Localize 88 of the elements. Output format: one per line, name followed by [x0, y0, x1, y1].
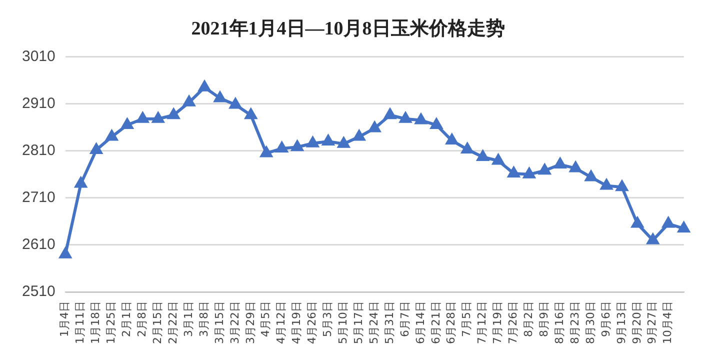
point	[306, 136, 319, 148]
y-tick-label: 2610	[22, 236, 56, 254]
y-tick-label: 2510	[22, 283, 56, 300]
point	[183, 96, 195, 106]
x-tick-label: 1月4日	[58, 301, 72, 338]
x-tick-label: 8月30日	[584, 301, 597, 344]
x-tick-label: 4月12日	[274, 301, 288, 344]
x-tick-label: 8月9日	[538, 301, 551, 338]
point	[338, 137, 350, 148]
point	[538, 164, 550, 175]
point	[476, 150, 489, 161]
point	[60, 248, 72, 258]
point	[446, 134, 458, 145]
x-tick-label: 1月18日	[89, 301, 102, 344]
point	[322, 134, 334, 146]
point	[121, 118, 134, 130]
point	[384, 108, 396, 120]
point	[152, 112, 164, 123]
point	[523, 168, 536, 178]
point	[570, 162, 582, 172]
x-tick-label: 4月19日	[290, 301, 304, 344]
x-tick-label: 5月10日	[336, 301, 350, 344]
x-tick-label: 4月26日	[306, 301, 319, 344]
point	[291, 140, 304, 152]
point	[415, 114, 427, 124]
x-tick-label: 9月13日	[614, 301, 628, 344]
x-tick-label: 2月22日	[166, 301, 180, 344]
point	[136, 112, 149, 123]
point	[368, 122, 380, 132]
x-tick-label: 3月1日	[182, 301, 195, 338]
x-tick-label: 9月20日	[630, 301, 644, 344]
y-tick-label: 2710	[22, 189, 56, 206]
x-tick-label: 6月21日	[429, 301, 442, 344]
x-tick-label: 5月17日	[352, 301, 365, 344]
point	[430, 118, 442, 130]
x-tick-label: 8月23日	[568, 301, 582, 344]
y-tick-label: 3010	[22, 48, 56, 65]
x-tick-label: 4月5日	[259, 301, 272, 338]
point	[662, 217, 674, 228]
x-tick-label: 10月4日	[661, 301, 674, 344]
x-tick-label: 5月3日	[321, 301, 334, 338]
point	[492, 154, 504, 165]
point	[276, 142, 288, 153]
point	[245, 108, 257, 120]
x-tick-label: 6月28日	[444, 301, 458, 344]
point	[168, 108, 180, 120]
x-tick-label: 7月12日	[476, 301, 489, 344]
x-tick-label: 5月24日	[367, 301, 380, 344]
x-tick-label: 7月19日	[491, 301, 504, 344]
x-tick-label: 6月14日	[414, 301, 427, 344]
x-tick-label: 8月2日	[522, 301, 536, 338]
point	[632, 217, 644, 228]
point	[214, 92, 226, 102]
point	[75, 177, 87, 188]
y-tick-label: 2910	[22, 94, 56, 112]
point	[462, 142, 474, 154]
x-tick-label: 3月22日	[228, 301, 242, 344]
x-tick-label: 7月26日	[506, 301, 520, 344]
chart-title: 2021年1月4日—10月8日玉米价格走势	[191, 17, 505, 40]
x-tick-label: 2月8日	[136, 301, 149, 338]
point	[90, 143, 102, 154]
point	[400, 112, 412, 123]
point	[647, 234, 659, 244]
point	[554, 158, 566, 169]
point	[353, 130, 365, 141]
point	[508, 166, 520, 178]
x-tick-label: 1月25日	[104, 301, 118, 344]
x-tick-label: 5月31日	[382, 301, 396, 344]
x-tick-label: 3月29日	[244, 301, 257, 344]
x-tick-label: 7月5日	[460, 301, 474, 338]
point	[678, 222, 690, 232]
x-tick-label: 2月15日	[150, 301, 164, 344]
x-tick-label: 2月1日	[120, 301, 134, 338]
x-tick-label: 9月27日	[646, 301, 659, 344]
x-tick-label: 8月16日	[552, 301, 566, 344]
point	[585, 170, 597, 182]
x-tick-label: 6月7日	[398, 301, 412, 338]
point	[198, 80, 210, 92]
point	[260, 146, 272, 158]
point	[106, 130, 118, 141]
x-tick-label: 1月11日	[74, 301, 87, 344]
x-tick-label: 3月8日	[197, 301, 210, 338]
x-tick-label: 9月6日	[599, 301, 612, 338]
point	[230, 98, 242, 109]
point	[600, 179, 612, 190]
x-tick-label: 3月15日	[212, 301, 226, 344]
point	[616, 180, 628, 192]
y-tick-label: 2810	[22, 142, 56, 160]
